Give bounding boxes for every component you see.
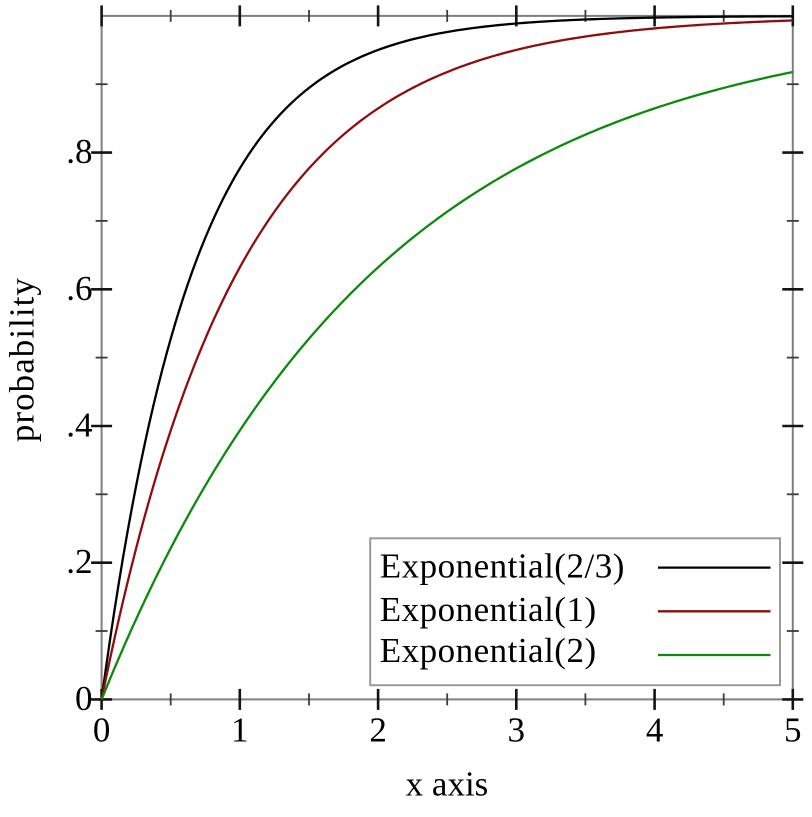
- svg-text:probability: probability: [3, 277, 42, 442]
- svg-text:4: 4: [646, 711, 664, 750]
- svg-text:Exponential(1): Exponential(1): [380, 590, 597, 629]
- svg-text:.4: .4: [66, 406, 92, 445]
- svg-text:.8: .8: [66, 132, 92, 171]
- svg-text:0: 0: [93, 711, 111, 750]
- svg-text:5: 5: [784, 711, 802, 750]
- svg-text:Exponential(2/3): Exponential(2/3): [380, 547, 625, 586]
- svg-text:3: 3: [508, 711, 526, 750]
- svg-text:0: 0: [75, 679, 93, 718]
- svg-text:1: 1: [231, 711, 249, 750]
- svg-text:2: 2: [369, 711, 387, 750]
- svg-text:Exponential(2): Exponential(2): [380, 631, 597, 670]
- svg-text:.2: .2: [66, 542, 92, 581]
- svg-text:x axis: x axis: [406, 765, 489, 804]
- svg-text:.6: .6: [66, 269, 92, 308]
